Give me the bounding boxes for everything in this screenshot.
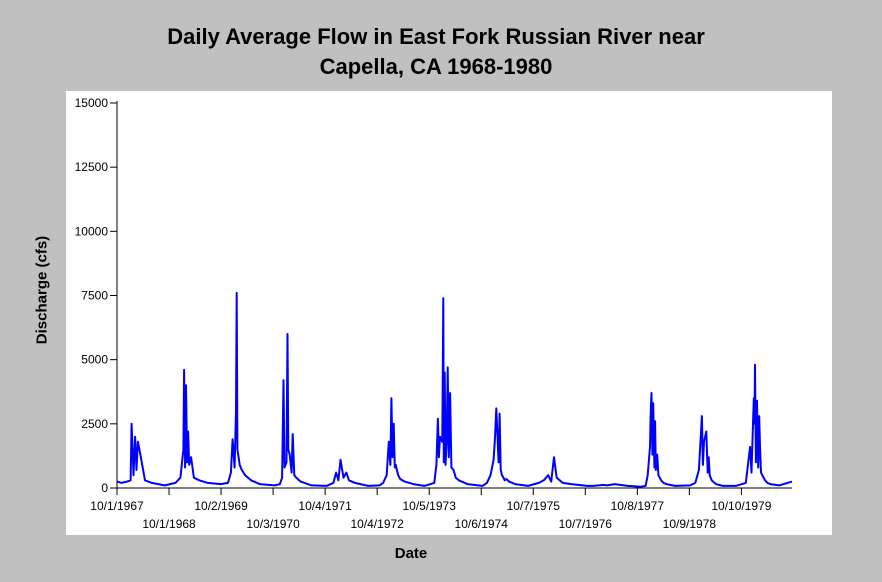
- x-tick-label: 10/7/1976: [559, 517, 613, 531]
- y-tick-label: 0: [101, 481, 108, 495]
- y-tick-label: 7500: [81, 289, 108, 303]
- x-tick-label: 10/4/1971: [298, 499, 352, 513]
- x-tick-label: 10/7/1975: [507, 499, 561, 513]
- y-tick-label: 5000: [81, 353, 108, 367]
- y-tick-label: 15000: [75, 96, 109, 110]
- x-tick-label: 10/9/1978: [663, 517, 717, 531]
- x-tick-label: 10/6/1974: [455, 517, 509, 531]
- x-tick-label: 10/2/1969: [194, 499, 248, 513]
- x-axis-label: Date: [394, 545, 428, 562]
- chart-title-line-1: Daily Average Flow in East Fork Russian …: [167, 24, 705, 49]
- x-tick-label: 10/1/1967: [90, 499, 144, 513]
- y-tick-label: 12500: [75, 160, 109, 174]
- y-tick-label: 2500: [81, 417, 108, 431]
- chart-title-line-2: Capella, CA 1968-1980: [319, 54, 553, 79]
- x-tick-label: 10/8/1977: [611, 499, 665, 513]
- x-tick-label: 10/5/1973: [402, 499, 456, 513]
- x-tick-label: 10/10/1979: [711, 499, 771, 513]
- y-axis-label: Discharge (cfs): [33, 235, 51, 345]
- x-tick-label: 10/1/1968: [142, 517, 196, 531]
- plot-area: [66, 91, 832, 535]
- chart-title: Daily Average Flow in East Fork Russian …: [0, 22, 872, 82]
- x-tick-label: 10/4/1972: [350, 517, 404, 531]
- y-tick-label: 10000: [75, 224, 109, 238]
- discharge-series-line: [116, 291, 793, 488]
- x-tick-label: 10/3/1970: [246, 517, 300, 531]
